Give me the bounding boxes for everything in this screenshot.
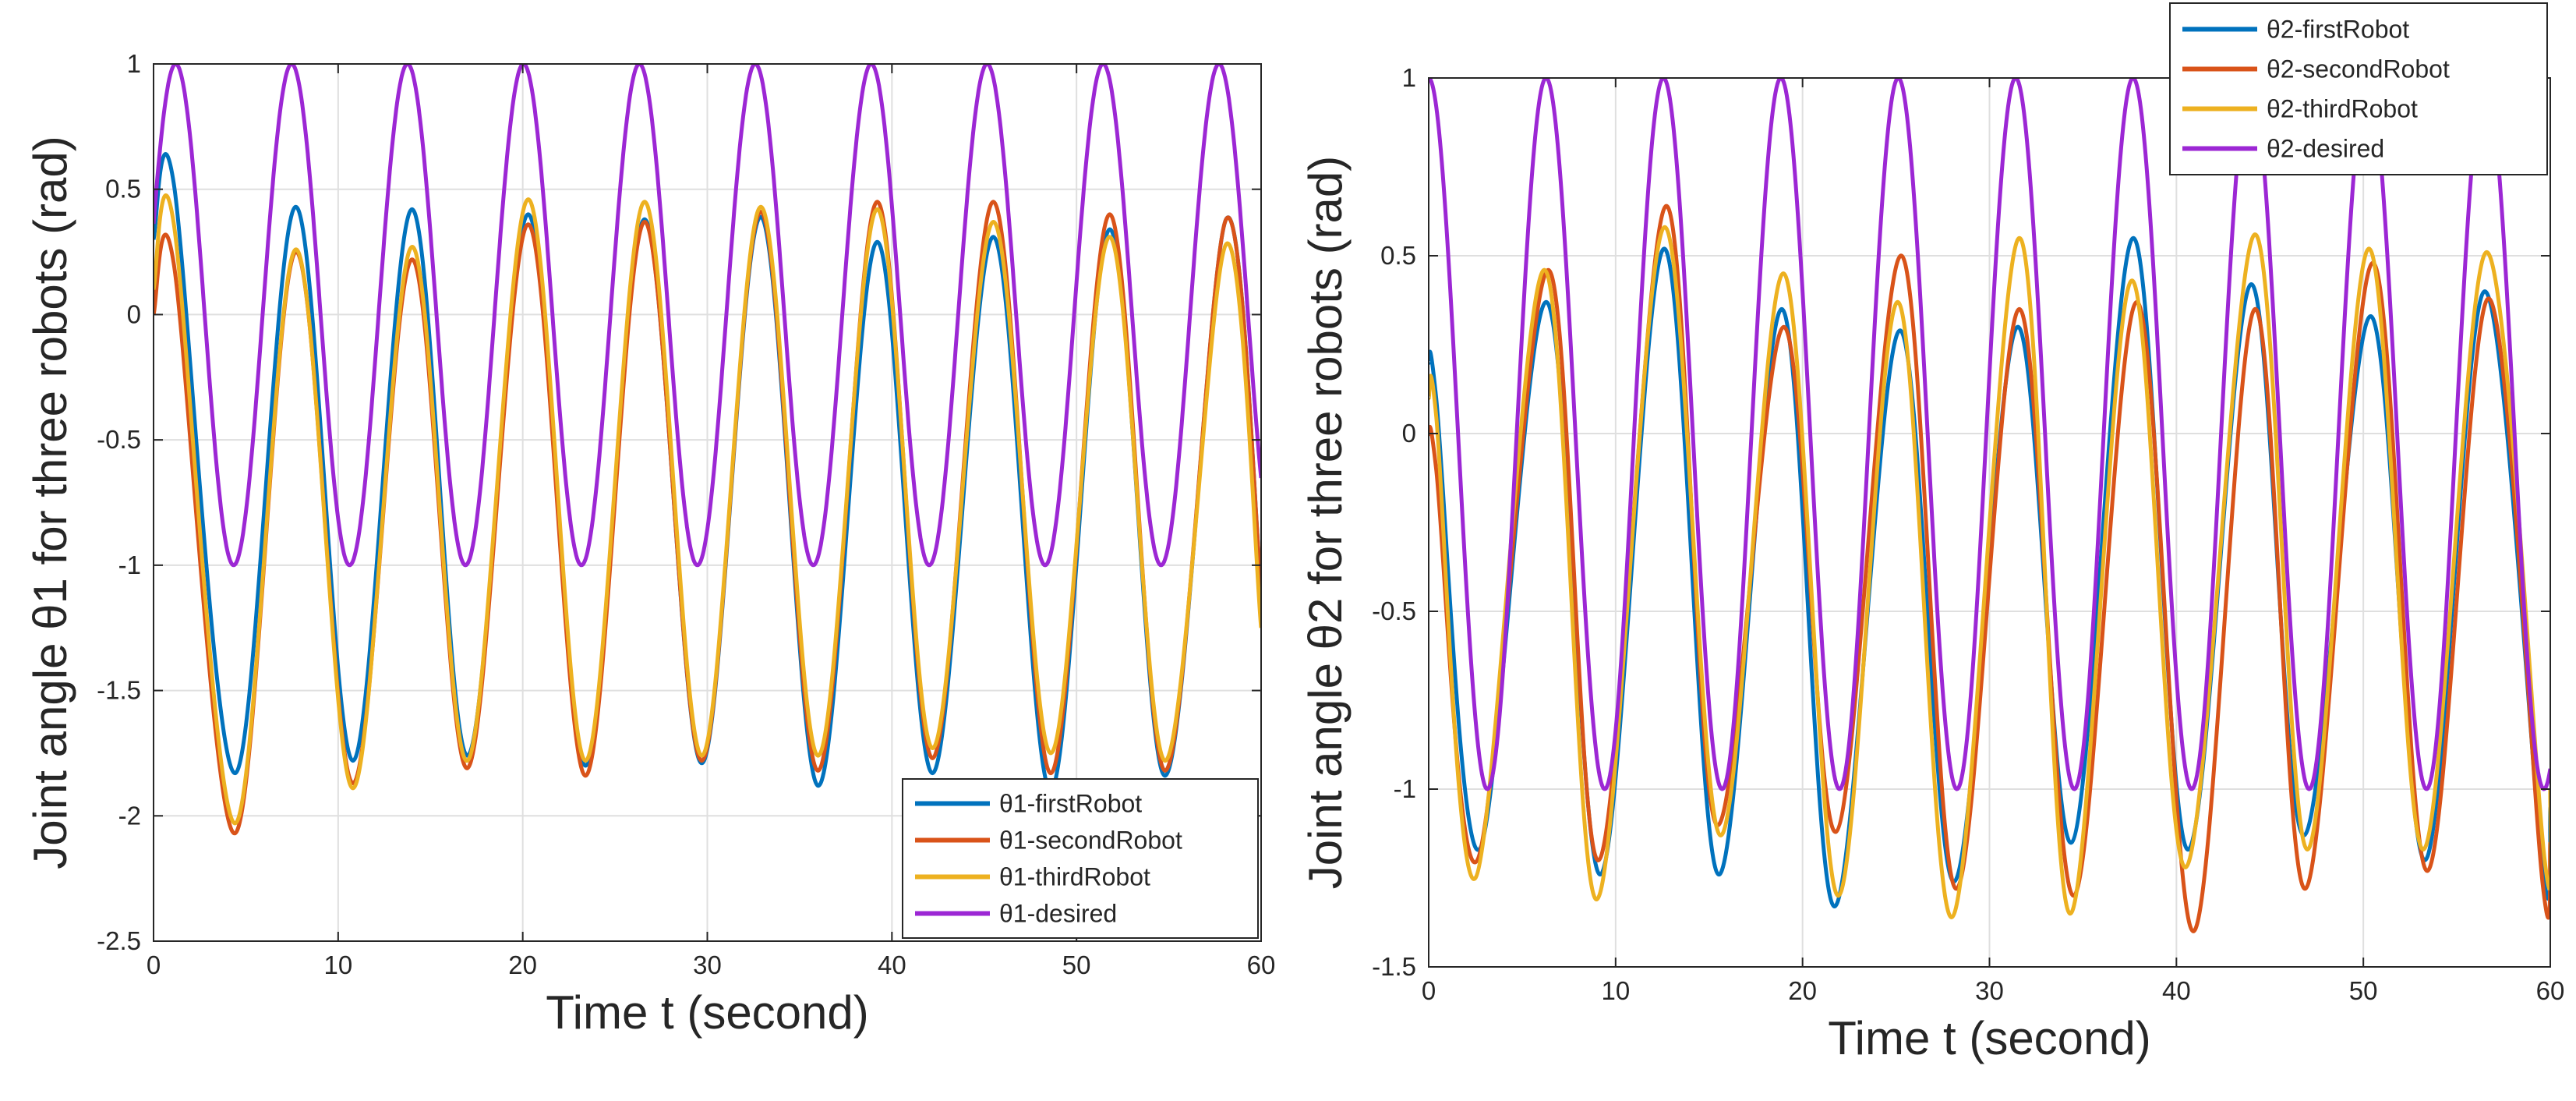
x-tick-label: 40 — [878, 951, 906, 979]
y-tick-label: -1.5 — [1372, 952, 1416, 981]
y-tick-label: 0 — [127, 299, 141, 328]
series-line--2-secondrobot — [1429, 204, 2550, 933]
legend-entry: θ1-desired — [999, 900, 1117, 928]
legend: θ2-firstRobot θ2-secondRobot θ2-thirdRobot… — [2169, 2, 2548, 175]
y-axis-label: Joint angle θ1 for three robots (rad) — [24, 136, 76, 869]
legend-entry: θ2-secondRobot — [2267, 55, 2450, 83]
x-tick-label: 10 — [1601, 976, 1630, 1005]
y-tick-label: -0.5 — [1372, 597, 1416, 625]
legend-box — [2169, 2, 2548, 175]
series-line--2-thirdrobot — [1429, 225, 2550, 919]
x-axis-label: Time t (second) — [546, 986, 869, 1039]
x-tick-label: 30 — [693, 951, 722, 979]
series-line--1-desired — [154, 64, 1261, 568]
x-tick-label: 50 — [1062, 951, 1091, 979]
y-axis-label: Joint angle θ2 for three robots (rad) — [1299, 156, 1352, 890]
y-tick-label: 0.5 — [1380, 241, 1416, 270]
x-axis-label: Time t (second) — [1828, 1012, 2151, 1064]
legend-entry: θ1-thirdRobot — [999, 863, 1150, 891]
legend-entry: θ2-thirdRobot — [2267, 95, 2418, 123]
y-tick-label: -1 — [1394, 774, 1416, 803]
y-tick-label: -2.5 — [97, 926, 141, 955]
legend: θ1-firstRobot θ1-secondRobot θ1-thirdRobot… — [902, 778, 1259, 939]
y-tick-label: -2 — [118, 801, 141, 830]
y-tick-label: 0.5 — [105, 175, 141, 204]
x-tick-label: 50 — [2349, 976, 2378, 1005]
x-tick-label: 20 — [508, 951, 537, 979]
y-tick-label: 1 — [1402, 63, 1416, 92]
y-tick-label: -0.5 — [97, 425, 141, 454]
legend-entry: θ1-secondRobot — [999, 827, 1182, 855]
legend-entry: θ2-firstRobot — [2267, 16, 2409, 44]
y-tick-label: -1 — [118, 550, 141, 579]
legend-entry: θ2-desired — [2267, 135, 2384, 163]
x-tick-label: 10 — [323, 951, 352, 979]
series-group — [154, 64, 1261, 836]
x-tick-label: 0 — [1422, 976, 1436, 1005]
left-chart: 0 10 20 30 40 50 60 1 0.5 0 -0.5 -1 -1.5 -2 -2.5 Time t… — [24, 49, 1275, 1039]
x-tick-label: 20 — [1788, 976, 1817, 1005]
x-tick-label: 40 — [2162, 976, 2191, 1005]
y-tick-label: 1 — [127, 49, 141, 78]
y-tick-label: -1.5 — [97, 676, 141, 705]
legend-entry: θ1-firstRobot — [999, 790, 1142, 818]
x-tick-label: 30 — [1975, 976, 2004, 1005]
y-tick-label: 0 — [1402, 419, 1416, 448]
x-tick-label: 0 — [147, 951, 161, 979]
x-tick-label: 60 — [2536, 976, 2565, 1005]
series-line--1-thirdrobot — [154, 193, 1261, 826]
x-tick-label: 60 — [1247, 951, 1276, 979]
right-chart: 0 10 20 30 40 50 60 1 0.5 0 -0.5 -1 -1.5 Time t (seco… — [1299, 2, 2565, 1064]
